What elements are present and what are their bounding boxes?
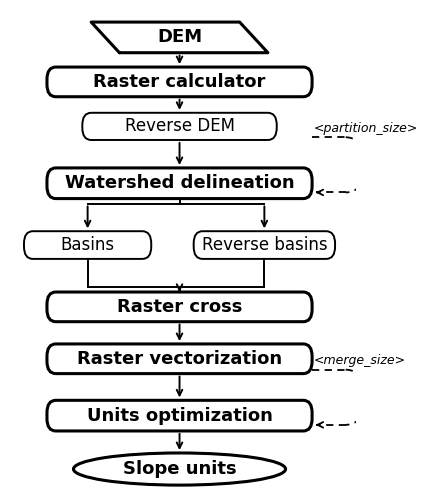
Text: Watershed delineation: Watershed delineation bbox=[65, 174, 294, 192]
Text: Slope units: Slope units bbox=[123, 460, 236, 478]
FancyBboxPatch shape bbox=[47, 168, 312, 198]
Ellipse shape bbox=[73, 453, 286, 485]
FancyBboxPatch shape bbox=[47, 67, 312, 96]
FancyBboxPatch shape bbox=[47, 344, 312, 374]
Text: Reverse basins: Reverse basins bbox=[201, 236, 327, 254]
Text: Reverse DEM: Reverse DEM bbox=[125, 118, 234, 136]
Text: Raster cross: Raster cross bbox=[117, 298, 242, 316]
FancyBboxPatch shape bbox=[24, 231, 151, 259]
Text: <partition_size>: <partition_size> bbox=[314, 122, 418, 135]
Text: Basins: Basins bbox=[61, 236, 114, 254]
Text: DEM: DEM bbox=[157, 28, 202, 46]
FancyBboxPatch shape bbox=[47, 292, 312, 322]
FancyBboxPatch shape bbox=[194, 231, 335, 259]
Text: <merge_size>: <merge_size> bbox=[314, 354, 406, 367]
FancyBboxPatch shape bbox=[47, 400, 312, 431]
Text: Raster calculator: Raster calculator bbox=[93, 73, 266, 91]
Text: Raster vectorization: Raster vectorization bbox=[77, 350, 282, 368]
FancyBboxPatch shape bbox=[82, 113, 277, 140]
Text: Units optimization: Units optimization bbox=[86, 406, 273, 424]
